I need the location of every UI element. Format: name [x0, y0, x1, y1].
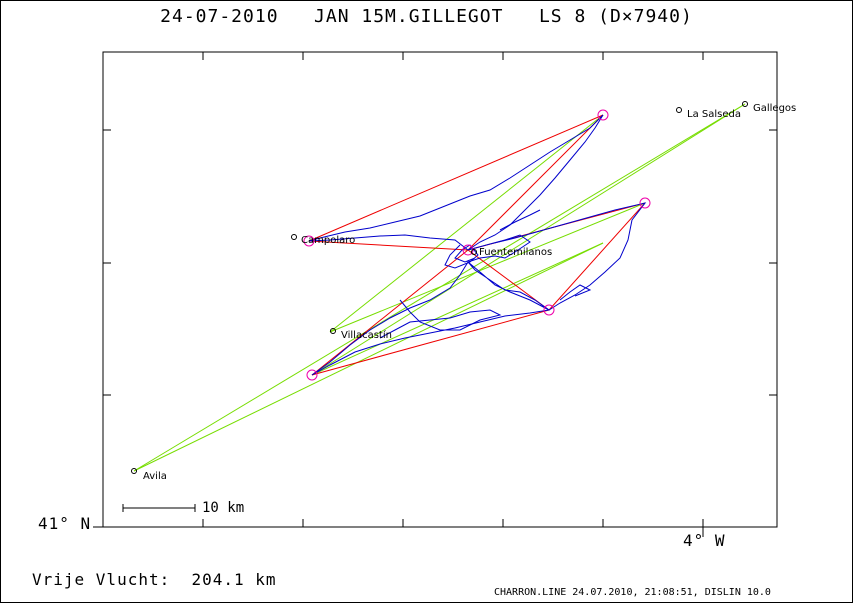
- town-marker-la-salseda: [676, 107, 682, 113]
- town-marker-campolaro: [291, 234, 297, 240]
- free-flight-distance: Vrije Vlucht: 204.1 km: [32, 570, 277, 589]
- flight-track: [308, 114, 647, 376]
- town-label-la-salseda: La Salseda: [687, 109, 741, 120]
- scale-bar-label: 10 km: [202, 500, 245, 516]
- town-label-avila: Avila: [143, 471, 167, 482]
- turnpoint-lines: [308, 114, 646, 376]
- town-label-gallegos: Gallegos: [753, 103, 797, 114]
- latitude-label: 41° N: [38, 514, 92, 533]
- longitude-label: 4° W: [683, 531, 726, 550]
- town-marker-gallegos: [742, 101, 748, 107]
- optimized-route-lines: [133, 103, 746, 472]
- town-label-campolaro: Campolaro: [301, 235, 356, 246]
- scale-bar: [122, 504, 196, 512]
- axis-ticks: [93, 52, 777, 537]
- town-label-villacastin: Villacastín: [341, 330, 392, 341]
- plot-border: [102, 51, 778, 528]
- town-marker-fuentemilanos: [471, 249, 477, 255]
- turnpoint-circles: [303, 109, 651, 381]
- town-label-fuentemilanos: Fuentemilanos: [479, 247, 553, 258]
- town-markers: [131, 101, 748, 474]
- flight-title: 24-07-2010 JAN 15M.GILLEGOT LS 8 (D×7940…: [160, 6, 693, 27]
- town-marker-avila: [131, 468, 137, 474]
- software-credit: CHARRON.LINE 24.07.2010, 21:08:51, DISLI…: [494, 587, 771, 598]
- town-marker-villacastin: [330, 328, 336, 334]
